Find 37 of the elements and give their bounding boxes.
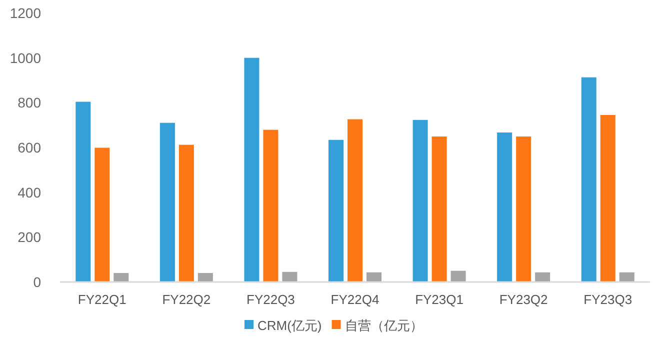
bar (348, 119, 362, 282)
bar (114, 273, 129, 282)
bar (600, 114, 616, 282)
y-tick-label: 800 (18, 94, 42, 111)
y-tick-label: 1200 (10, 5, 42, 21)
y-tick-label: 600 (18, 140, 42, 156)
x-tick-label: FY22Q3 (246, 292, 295, 307)
bar (244, 58, 260, 282)
x-tick-label: FY22Q4 (330, 292, 380, 307)
bar (516, 136, 532, 282)
bar (160, 122, 175, 282)
bar (535, 272, 550, 282)
bar (497, 132, 512, 282)
bar (450, 270, 466, 282)
x-tick-label: FY23Q3 (584, 292, 632, 307)
bar (581, 77, 596, 282)
bar (366, 272, 382, 282)
bar (94, 148, 110, 282)
x-tick-label: FY22Q1 (78, 292, 126, 307)
legend-label: CRM(亿元) (258, 318, 322, 333)
bar (328, 140, 344, 282)
y-tick-label: 0 (33, 274, 42, 290)
y-tick-label: 200 (18, 229, 42, 246)
bar (412, 120, 428, 282)
bar (263, 130, 278, 282)
x-tick-label: FY23Q1 (415, 292, 464, 307)
x-tick-label: FY23Q2 (499, 292, 548, 307)
bar (432, 136, 447, 282)
x-tick-label: FY22Q2 (162, 292, 211, 307)
bar (178, 144, 194, 282)
bar (198, 273, 213, 282)
legend-label: 自营（亿元） (344, 318, 423, 333)
bar (76, 102, 91, 282)
y-tick-label: 1000 (10, 50, 42, 66)
y-tick-label: 400 (18, 184, 42, 200)
bar (619, 272, 634, 282)
bar (282, 272, 298, 282)
